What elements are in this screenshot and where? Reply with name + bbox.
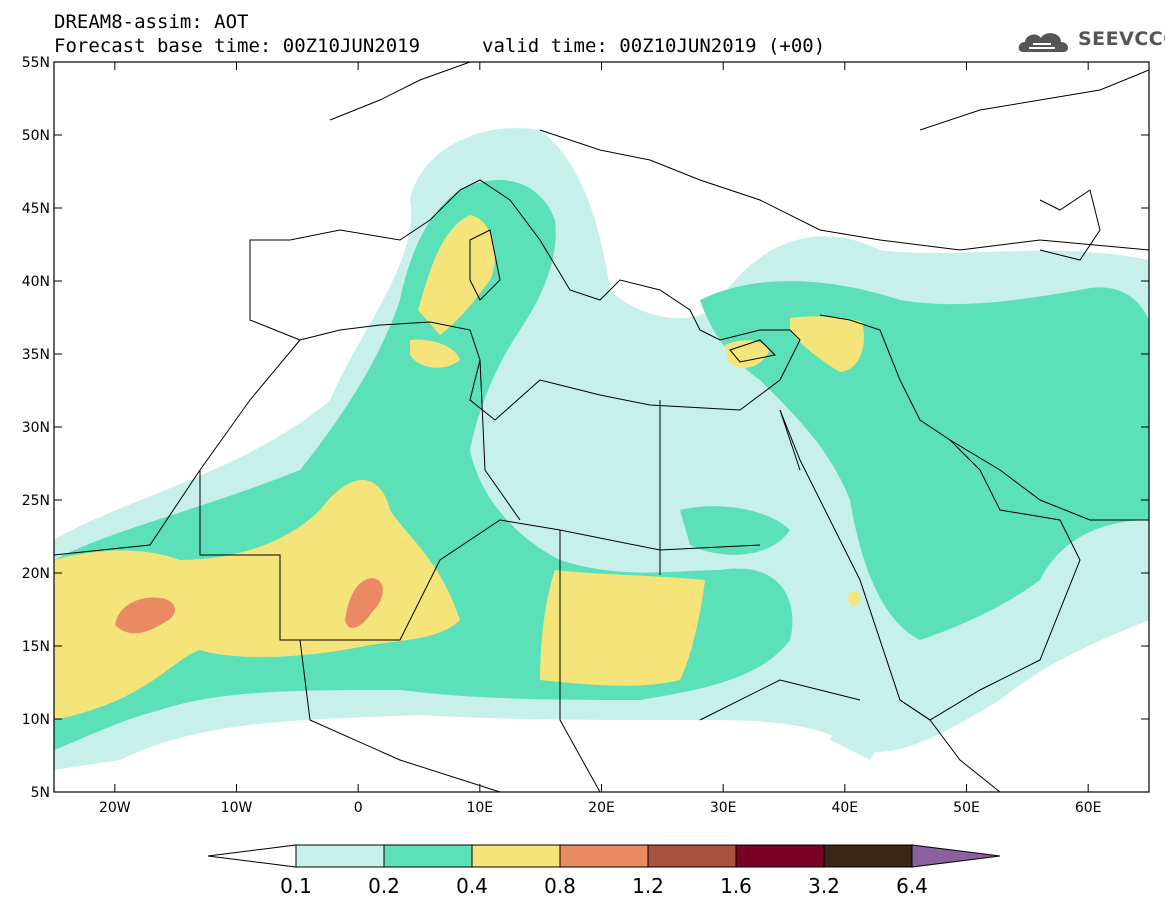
- lon-tick-label: 20W: [99, 800, 131, 816]
- lat-tick-label: 10N: [22, 712, 50, 728]
- forecast-base-time: Forecast base time: 00Z10JUN2019: [54, 35, 421, 57]
- aot-field: [54, 62, 1149, 792]
- colorbar-label: 0.1: [280, 874, 312, 898]
- lat-tick-label: 50N: [22, 128, 50, 144]
- colorbar-segment: [383, 844, 473, 868]
- seevccc-logo-text: SEEVCCC: [1078, 28, 1165, 50]
- lat-tick-label: 25N: [22, 493, 50, 509]
- lon-tick-label: 10W: [221, 800, 253, 816]
- colorbar-label: 1.2: [632, 874, 664, 898]
- lat-tick-label: 40N: [22, 274, 50, 290]
- map-title: DREAM8-assim: AOT: [54, 11, 249, 33]
- colorbar-label: 1.6: [720, 874, 752, 898]
- colorbar-label: 0.4: [456, 874, 488, 898]
- colorbar-label: 0.8: [544, 874, 576, 898]
- colorbar-segment: [559, 844, 649, 868]
- colorbar-label: 6.4: [896, 874, 928, 898]
- colorbar-label: 0.2: [368, 874, 400, 898]
- lon-tick-label: 30E: [710, 800, 737, 816]
- lat-tick-label: 55N: [22, 55, 50, 71]
- colorbar-segment: [295, 844, 385, 868]
- lon-tick-label: 0: [354, 800, 363, 816]
- colorbar-label: 3.2: [808, 874, 840, 898]
- lat-tick-label: 5N: [31, 785, 50, 801]
- cloud-logo-icon: [1018, 33, 1069, 52]
- lon-tick-label: 10E: [466, 800, 493, 816]
- longitude-axis: 20W 10W 0 10E 20E 30E 40E 50E 60E: [99, 62, 1102, 816]
- valid-time: valid time: 00Z10JUN2019 (+00): [482, 35, 826, 57]
- colorbar-segment: [647, 844, 737, 868]
- lon-tick-label: 40E: [831, 800, 858, 816]
- lat-tick-label: 20N: [22, 566, 50, 582]
- lat-tick-label: 45N: [22, 201, 50, 217]
- colorbar-segment: [471, 844, 561, 868]
- colorbar-under-triangle: [207, 844, 297, 868]
- lon-tick-label: 50E: [953, 800, 980, 816]
- colorbar: 0.1 0.2 0.4 0.8 1.2 1.6 3.2 6.4: [207, 844, 1001, 898]
- colorbar-segment: [735, 844, 825, 868]
- lat-tick-label: 15N: [22, 639, 50, 655]
- lat-tick-label: 30N: [22, 420, 50, 436]
- colorbar-over-triangle: [911, 844, 1001, 868]
- coastlines: [54, 62, 1149, 792]
- lon-tick-label: 60E: [1075, 800, 1102, 816]
- latitude-axis: 55N 50N 45N 40N 35N 30N 25N 20N 15N 10N 5N: [22, 55, 1149, 801]
- colorbar-segment: [823, 844, 913, 868]
- lat-tick-label: 35N: [22, 347, 50, 363]
- lon-tick-label: 20E: [588, 800, 615, 816]
